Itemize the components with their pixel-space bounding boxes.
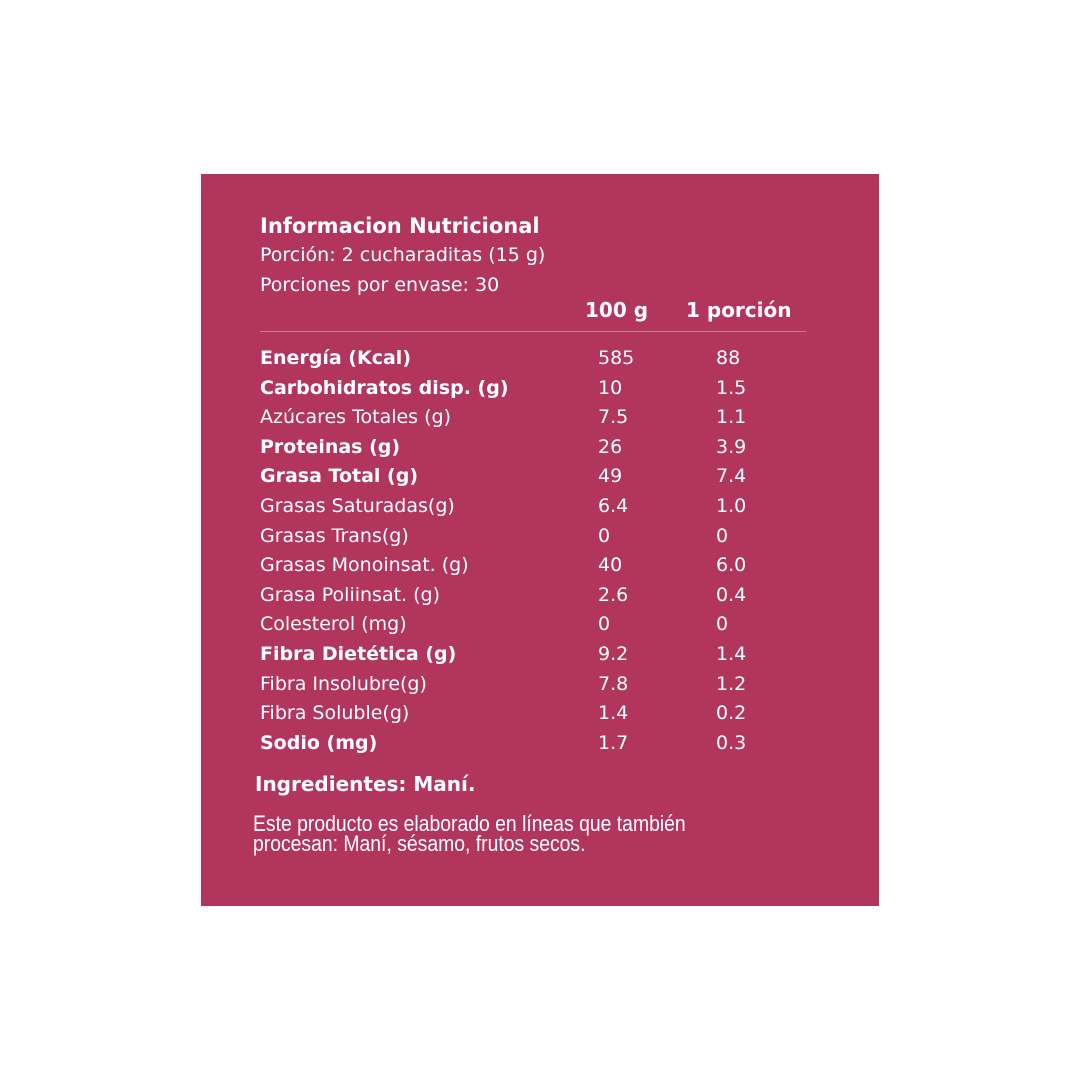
nutrient-name: Fibra Soluble(g) bbox=[260, 702, 410, 725]
value-100g: 0 bbox=[598, 524, 611, 547]
value-portion: 1.1 bbox=[716, 406, 747, 429]
table-row: Grasa Poliinsat. (g) 2.6 0.4 bbox=[260, 584, 820, 614]
table-row: Proteinas (g) 26 3.9 bbox=[260, 436, 820, 466]
value-100g: 49 bbox=[598, 465, 623, 488]
value-portion: 1.4 bbox=[716, 643, 747, 665]
value-portion: 7.4 bbox=[716, 465, 747, 488]
table-row: Azúcares Totales (g) 7.5 1.1 bbox=[260, 406, 820, 436]
value-100g: 2.6 bbox=[598, 583, 629, 606]
nutrient-name: Colesterol (mg) bbox=[260, 613, 407, 636]
nutrient-name: Grasa Poliinsat. (g) bbox=[260, 583, 440, 606]
nutrient-name: Carbohidratos disp. (g) bbox=[260, 376, 509, 399]
column-header-portion: 1 porción bbox=[686, 298, 792, 322]
nutrient-name: Sodio (mg) bbox=[260, 731, 378, 754]
value-portion: 0 bbox=[716, 613, 729, 636]
allergen-note: Este producto es elaborado en líneas que… bbox=[253, 811, 686, 856]
nutrient-name: Energía (Kcal) bbox=[260, 347, 411, 369]
nutrient-name: Azúcares Totales (g) bbox=[260, 406, 452, 429]
value-100g: 7.5 bbox=[598, 406, 629, 429]
allergen-note-line: Este producto es elaborado en líneas que… bbox=[253, 811, 686, 836]
value-100g: 585 bbox=[598, 347, 635, 369]
nutrient-name: Grasa Total (g) bbox=[260, 465, 419, 488]
value-portion: 0.3 bbox=[716, 731, 747, 754]
table-row: Grasas Monoinsat. (g) 40 6.0 bbox=[260, 554, 820, 584]
value-100g: 6.4 bbox=[598, 495, 629, 517]
table-row: Energía (Kcal) 585 88 bbox=[260, 347, 820, 377]
table-row: Fibra Soluble(g) 1.4 0.2 bbox=[260, 702, 820, 732]
table-row: Grasas Saturadas(g) 6.4 1.0 bbox=[260, 495, 820, 525]
portion-size: Porción: 2 cucharaditas (15 g) bbox=[260, 244, 546, 266]
value-portion: 0.4 bbox=[716, 583, 747, 606]
value-portion: 1.2 bbox=[716, 672, 747, 695]
value-portion: 3.9 bbox=[716, 435, 747, 458]
table-row: Sodio (mg) 1.7 0.3 bbox=[260, 732, 820, 762]
value-portion: 1.0 bbox=[716, 495, 747, 517]
value-portion: 0.2 bbox=[716, 702, 747, 725]
nutrient-name: Fibra Insolubre(g) bbox=[260, 672, 427, 695]
value-portion: 88 bbox=[716, 347, 741, 369]
nutrition-panel: Informacion Nutricional Porción: 2 cucha… bbox=[201, 174, 879, 906]
table-row: Fibra Dietética (g) 9.2 1.4 bbox=[260, 643, 820, 673]
value-100g: 40 bbox=[598, 554, 623, 577]
table-row: Fibra Insolubre(g) 7.8 1.2 bbox=[260, 673, 820, 703]
nutrient-name: Grasas Saturadas(g) bbox=[260, 495, 455, 517]
nutrient-name: Grasas Monoinsat. (g) bbox=[260, 554, 469, 577]
table-row: Carbohidratos disp. (g) 10 1.5 bbox=[260, 377, 820, 407]
nutrient-name: Fibra Dietética (g) bbox=[260, 643, 457, 665]
portions-per-pack: Porciones por envase: 30 bbox=[260, 274, 500, 296]
label-title: Informacion Nutricional bbox=[260, 214, 540, 238]
value-100g: 0 bbox=[598, 613, 611, 636]
column-header-100g: 100 g bbox=[585, 298, 649, 322]
table-row: Grasa Total (g) 49 7.4 bbox=[260, 465, 820, 495]
allergen-note-line: procesan: Maní, sésamo, frutos secos. bbox=[253, 831, 586, 856]
value-100g: 1.4 bbox=[598, 702, 629, 725]
value-100g: 1.7 bbox=[598, 731, 629, 754]
nutrient-name: Grasas Trans(g) bbox=[260, 524, 409, 547]
table-row: Grasas Trans(g) 0 0 bbox=[260, 525, 820, 555]
header-divider bbox=[260, 331, 806, 332]
value-100g: 7.8 bbox=[598, 672, 629, 695]
ingredients: Ingredientes: Maní. bbox=[255, 772, 476, 796]
value-portion: 6.0 bbox=[716, 554, 747, 577]
value-portion: 0 bbox=[716, 524, 729, 547]
value-100g: 10 bbox=[598, 376, 623, 399]
value-100g: 26 bbox=[598, 435, 623, 458]
table-row: Colesterol (mg) 0 0 bbox=[260, 613, 820, 643]
nutrient-name: Proteinas (g) bbox=[260, 435, 401, 458]
value-portion: 1.5 bbox=[716, 376, 747, 399]
value-100g: 9.2 bbox=[598, 643, 629, 665]
